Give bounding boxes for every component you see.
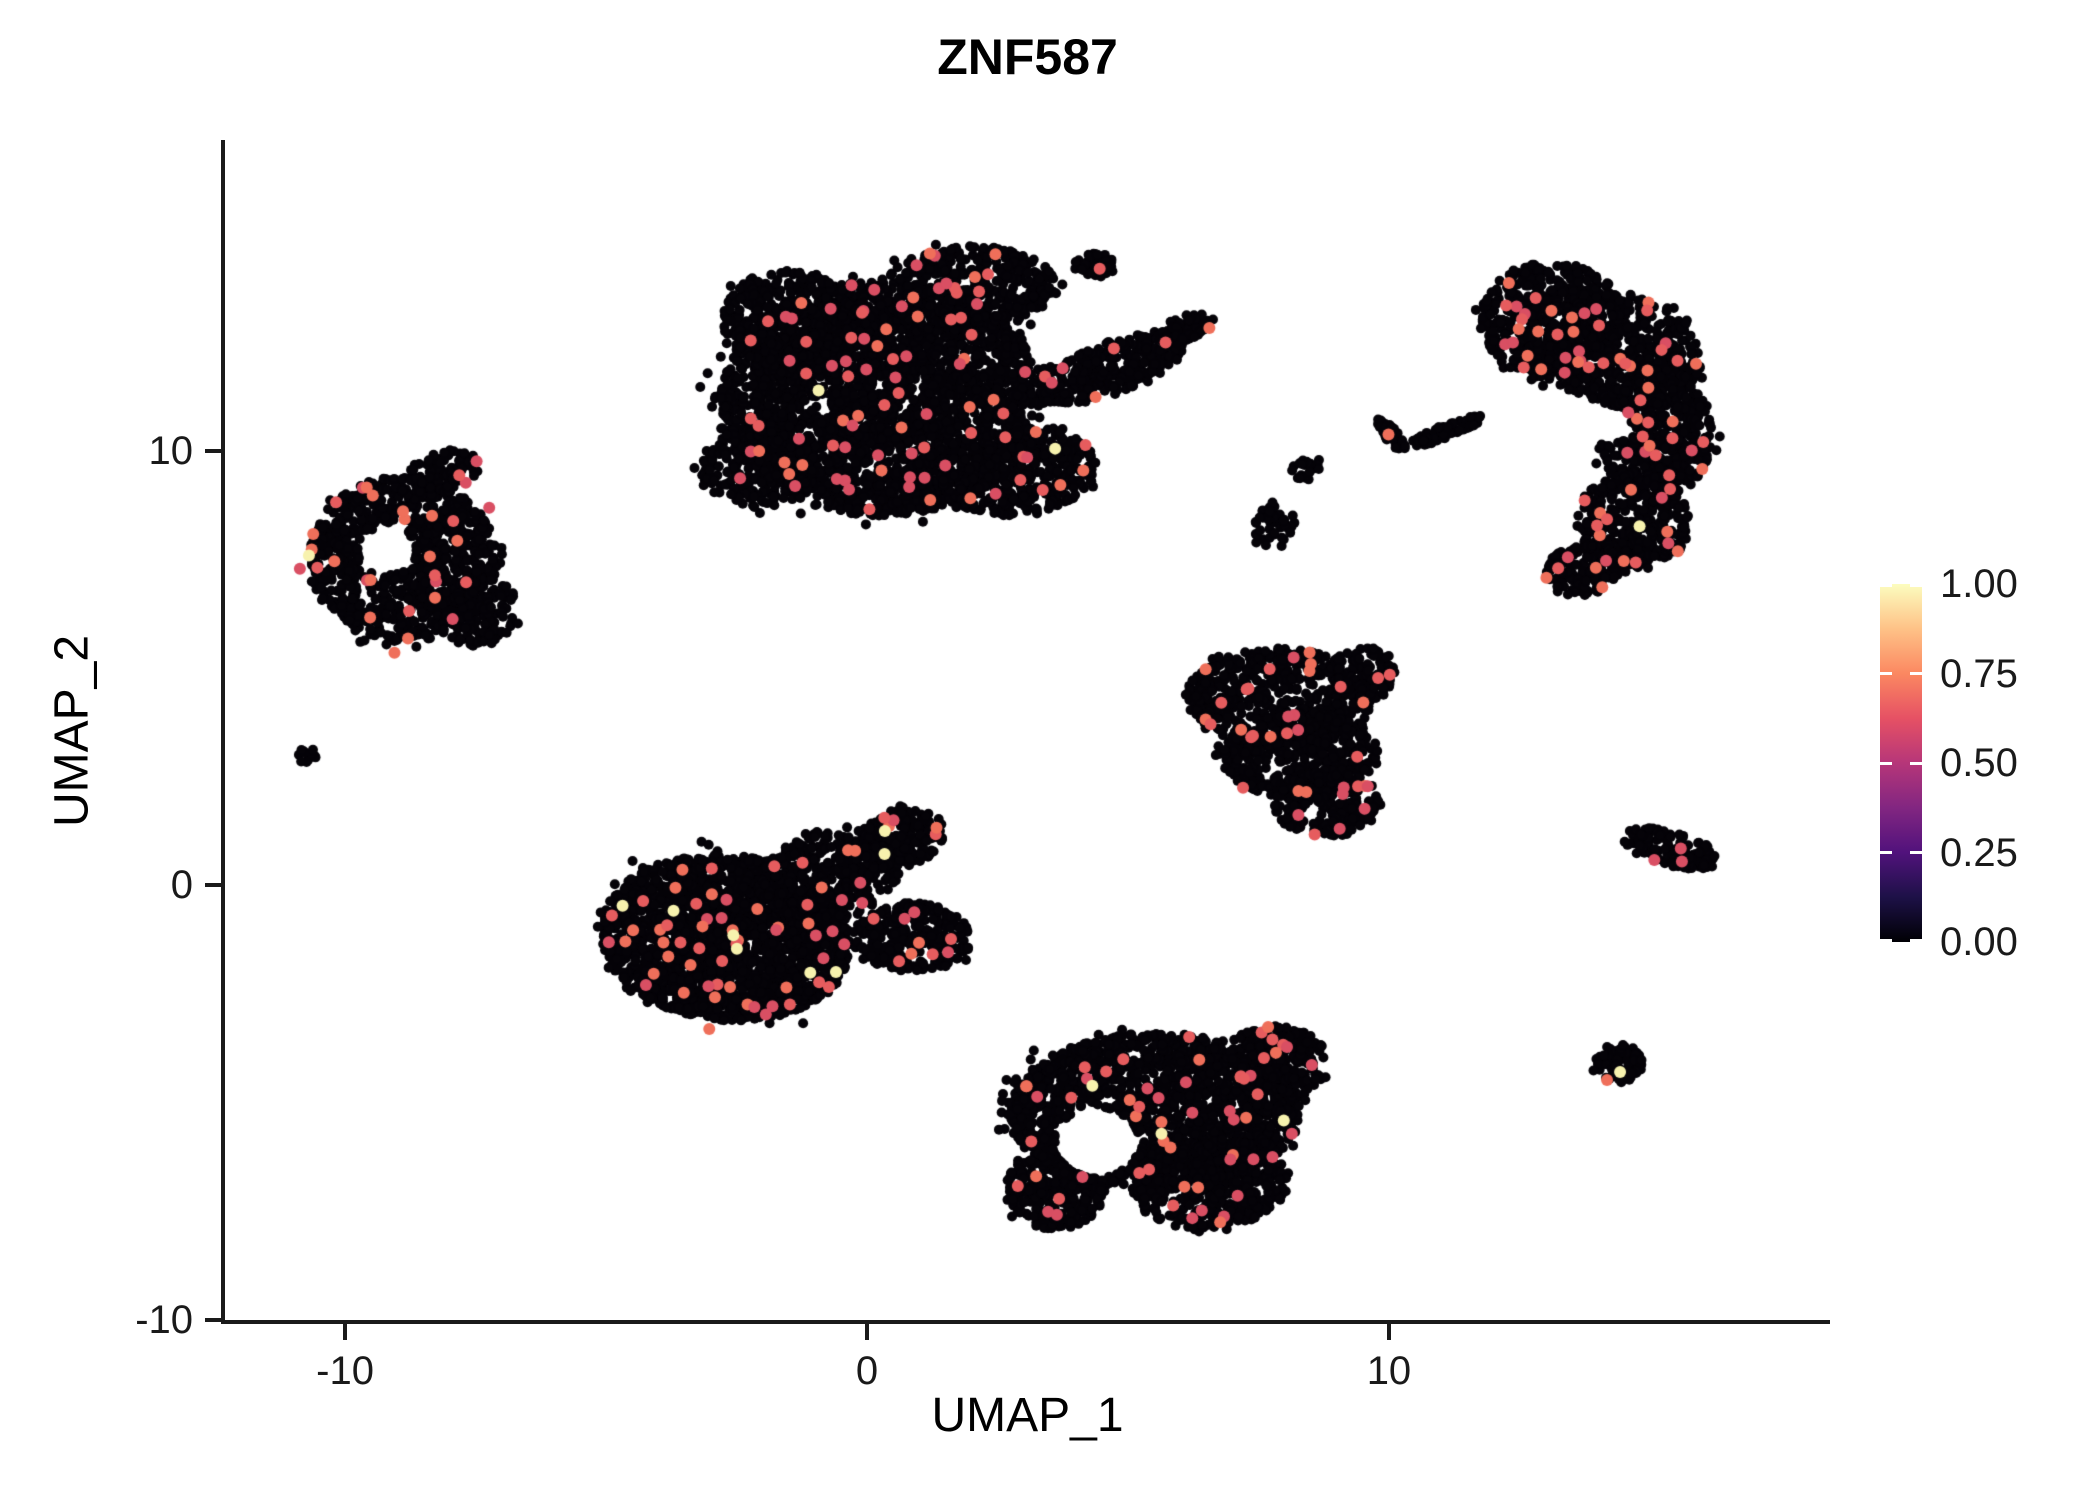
colorbar-tick-label: 0.00 <box>1940 920 2018 964</box>
x-tick-label: -10 <box>316 1349 374 1393</box>
x-axis-title: UMAP_1 <box>931 1389 1124 1442</box>
x-tick-label: 0 <box>855 1349 879 1393</box>
y-tick-mark <box>205 448 221 453</box>
colorbar-tick-mark <box>1880 939 1892 942</box>
x-axis-line <box>221 1320 1830 1324</box>
y-tick-label: -10 <box>135 1298 193 1342</box>
colorbar-tick-mark <box>1880 761 1892 765</box>
colorbar-tick-mark <box>1910 761 1922 765</box>
colorbar-tick-mark <box>1880 672 1892 675</box>
colorbar-tick-mark <box>1910 851 1922 854</box>
colorbar-tick-mark <box>1910 584 1922 587</box>
y-axis-line <box>221 140 225 1324</box>
colorbar-tick-mark <box>1910 672 1922 675</box>
colorbar-tick-mark <box>1910 939 1922 942</box>
colorbar-tick-label: 0.50 <box>1940 741 2018 785</box>
colorbar-tick-label: 0.75 <box>1940 651 2018 696</box>
plot-title: ZNF587 <box>937 29 1118 85</box>
x-tick-mark <box>343 1324 348 1340</box>
x-tick-mark <box>865 1324 869 1340</box>
colorbar-tick-label: 0.25 <box>1940 830 2018 875</box>
colorbar-tick-label: 1.00 <box>1940 562 2018 606</box>
y-tick-mark <box>205 1318 221 1322</box>
x-tick-mark <box>1386 1324 1391 1340</box>
colorbar-tick-mark <box>1880 584 1892 587</box>
y-tick-mark <box>205 883 221 888</box>
y-axis-title: UMAP_2 <box>45 634 99 828</box>
x-tick-label: 10 <box>1366 1349 1412 1393</box>
y-tick-label: 0 <box>170 863 193 908</box>
y-tick-label: 10 <box>148 428 194 473</box>
colorbar-tick-mark <box>1880 851 1892 854</box>
